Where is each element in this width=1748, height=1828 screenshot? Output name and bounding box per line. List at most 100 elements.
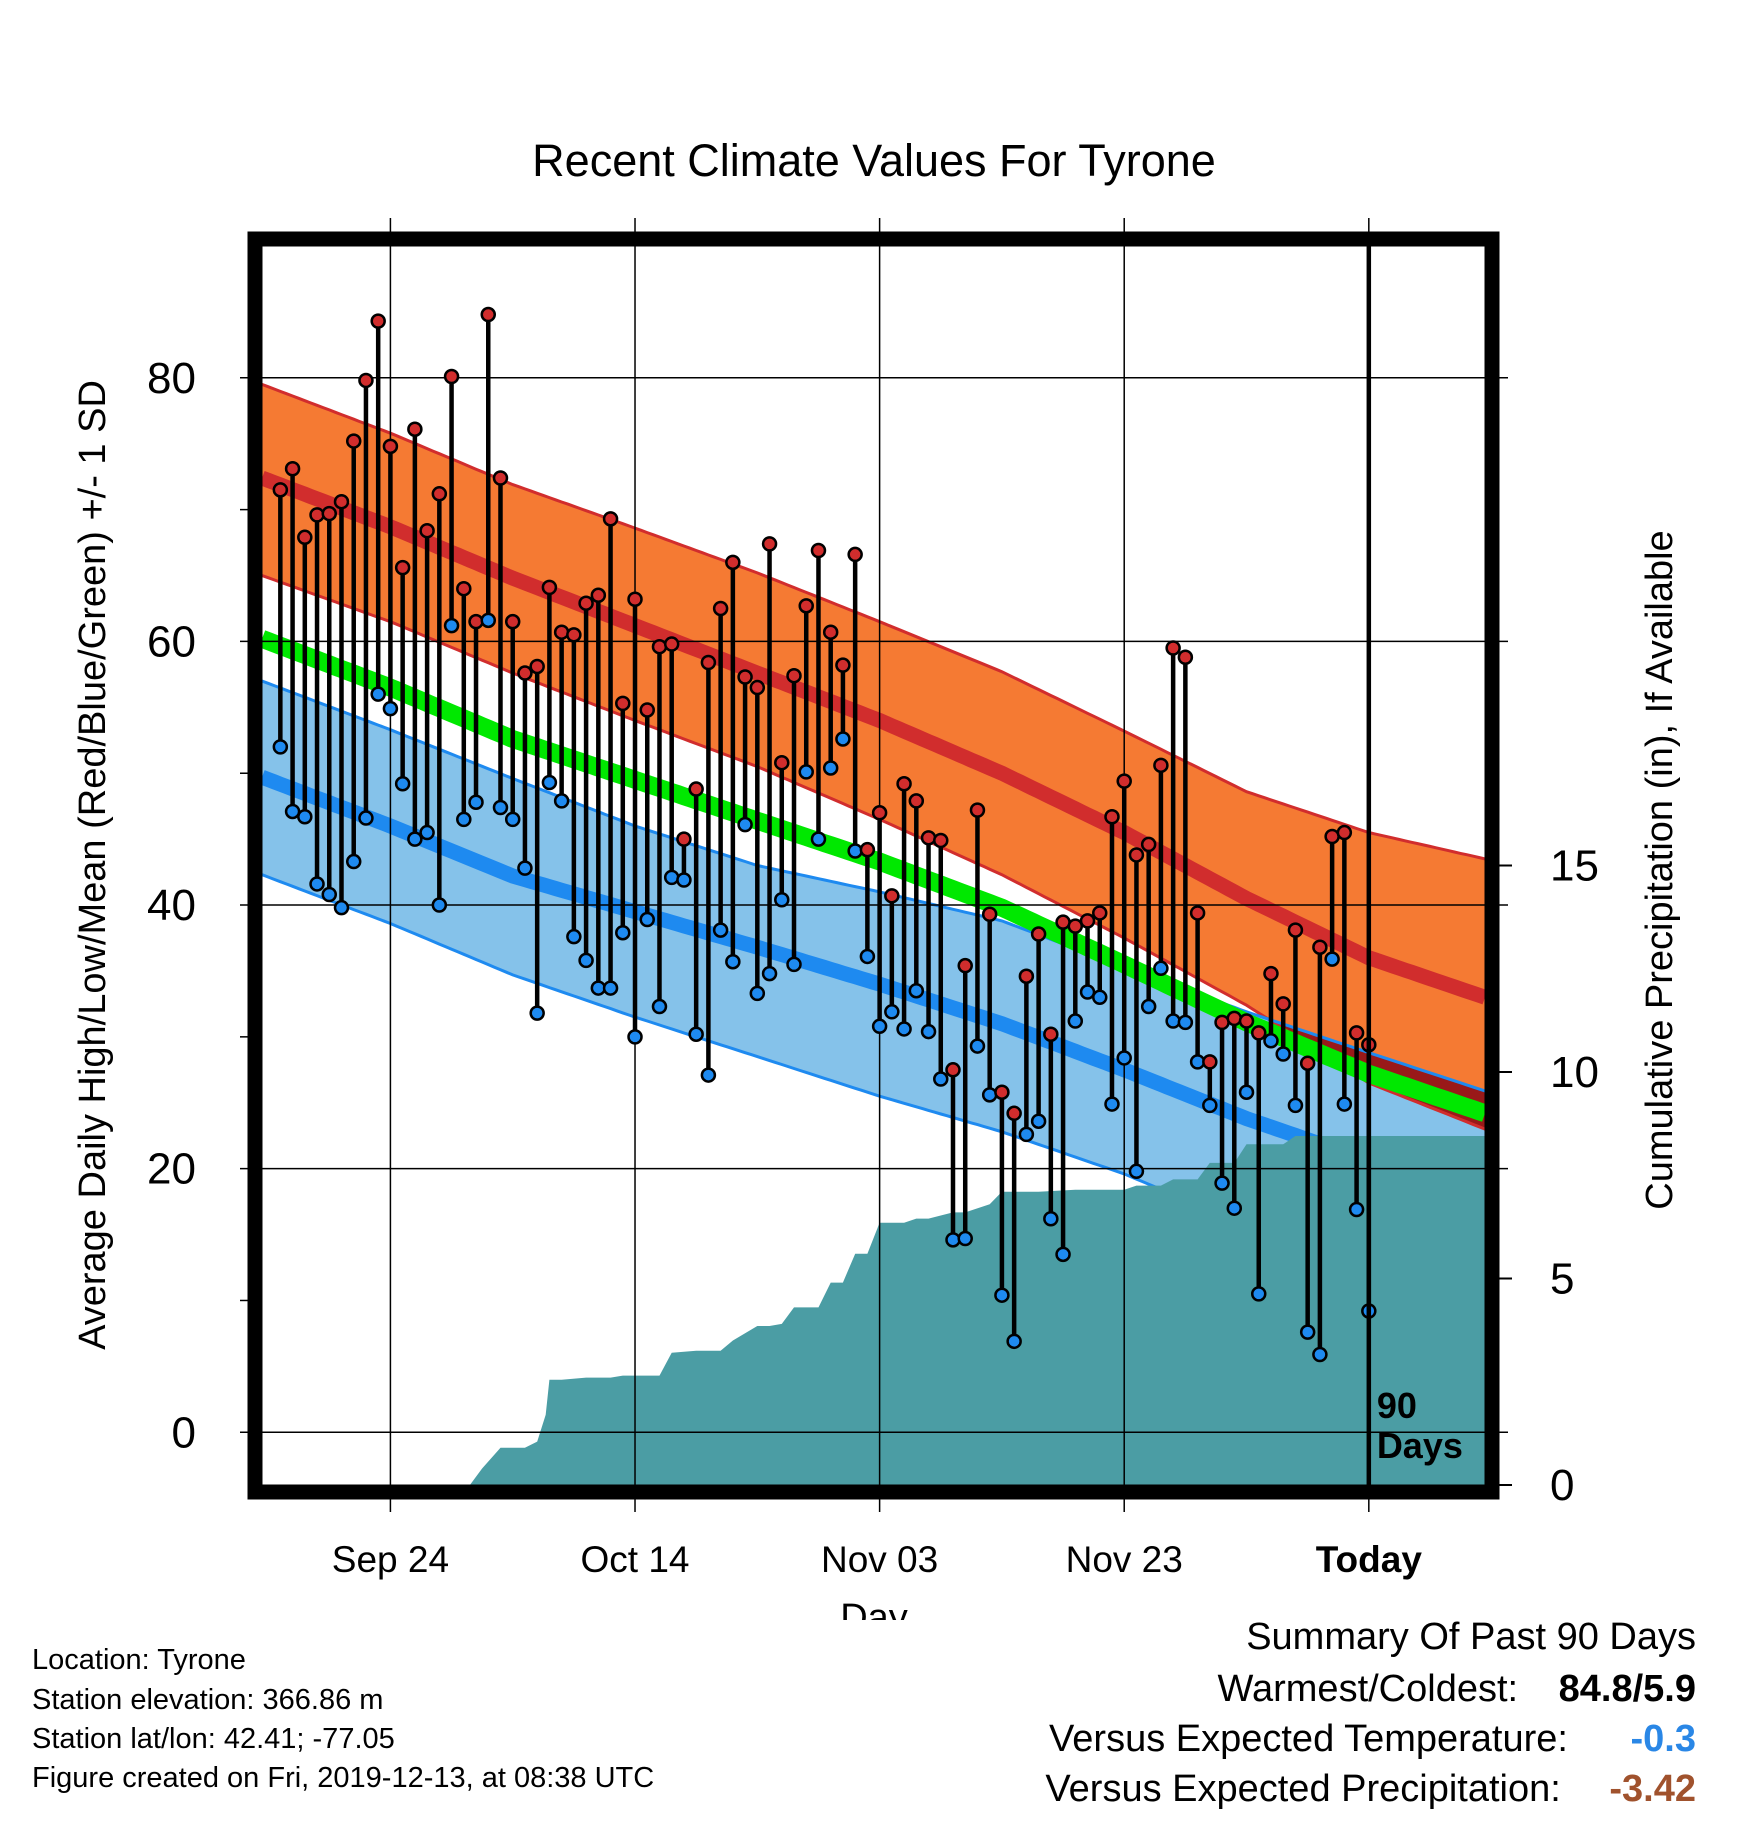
daily-high-marker xyxy=(933,832,949,849)
daily-low-marker xyxy=(810,831,827,847)
daily-high-marker xyxy=(394,559,411,576)
daily-high-marker xyxy=(553,624,570,640)
daily-low-marker xyxy=(578,952,594,969)
daily-low-marker xyxy=(602,980,619,996)
daily-low-marker xyxy=(969,1038,986,1054)
daily-high-marker xyxy=(358,372,374,389)
daily-high-marker xyxy=(725,554,741,571)
daily-high-marker xyxy=(859,841,876,858)
summary-warmest: Warmest/Coldest: 84.8/5.9 xyxy=(1218,1670,1696,1708)
y-tick-label: 0 xyxy=(172,1408,196,1457)
daily-low-marker xyxy=(1238,1084,1255,1100)
daily-low-marker xyxy=(1030,1113,1047,1129)
daily-low-marker xyxy=(309,876,325,892)
daily-high-marker xyxy=(431,486,448,502)
daily-high-marker xyxy=(663,636,680,652)
daily-high-marker xyxy=(1275,996,1291,1012)
daily-high-marker xyxy=(761,536,778,552)
daily-high-marker xyxy=(541,579,558,596)
latlon-text: Station lat/lon: 42.41; -77.05 xyxy=(32,1723,395,1755)
created-text: Figure created on Fri, 2019-12-13, at 08… xyxy=(32,1762,655,1794)
warmest-label: Warmest/Coldest: xyxy=(1217,1668,1519,1710)
daily-low-marker xyxy=(688,1026,704,1042)
daily-high-marker xyxy=(468,613,484,630)
daily-low-marker xyxy=(407,831,423,847)
daily-low-marker xyxy=(358,810,374,826)
daily-high-marker xyxy=(1006,1105,1022,1122)
daily-low-marker xyxy=(1312,1346,1328,1363)
daily-high-marker xyxy=(639,702,655,718)
y2-tick-label: 15 xyxy=(1550,842,1599,891)
daily-low-marker xyxy=(725,953,741,970)
chart-title: Recent Climate Values For Tyrone xyxy=(532,135,1216,186)
location-text: Location: Tyrone xyxy=(32,1644,246,1676)
daily-high-marker xyxy=(981,906,998,923)
daily-low-marker xyxy=(884,1004,900,1020)
precip-label: Versus Expected Precipitation: xyxy=(1045,1768,1561,1810)
normal-bands xyxy=(262,382,1485,1485)
daily-high-marker xyxy=(1238,1013,1255,1029)
daily-low-marker xyxy=(761,965,778,982)
daily-high-marker xyxy=(272,482,289,498)
daily-low-marker xyxy=(456,811,472,828)
daily-low-marker xyxy=(431,897,448,913)
daily-low-marker xyxy=(1177,1014,1194,1031)
daily-high-marker xyxy=(1104,808,1120,825)
daily-high-marker xyxy=(517,665,533,681)
daily-low-marker xyxy=(297,808,313,825)
daily-high-marker xyxy=(688,781,704,797)
daily-high-marker xyxy=(737,669,753,685)
today-label-days: 90 xyxy=(1377,1385,1417,1426)
daily-low-marker xyxy=(896,1021,912,1037)
daily-low-marker xyxy=(981,1087,998,1103)
high-normal-line xyxy=(262,470,1485,1005)
daily-high-marker xyxy=(871,805,888,821)
daily-high-marker xyxy=(1018,968,1035,984)
daily-high-marker xyxy=(1092,905,1108,921)
daily-observations xyxy=(272,306,1377,1363)
daily-high-marker xyxy=(578,595,594,611)
daily-low-marker xyxy=(639,911,655,928)
daily-low-marker xyxy=(382,700,399,717)
daily-high-marker xyxy=(749,679,766,696)
daily-high-marker xyxy=(847,546,863,563)
daily-low-marker xyxy=(1006,1333,1022,1350)
daily-low-marker xyxy=(627,1029,643,1045)
daily-low-marker xyxy=(321,886,338,903)
daily-low-marker xyxy=(394,776,411,792)
daily-low-marker xyxy=(847,843,863,859)
daily-low-marker xyxy=(284,803,301,820)
daily-high-marker xyxy=(676,831,692,847)
daily-low-marker xyxy=(1079,984,1096,1000)
daily-low-marker xyxy=(835,731,851,747)
x-tick-label: Today xyxy=(1316,1539,1423,1580)
daily-high-marker xyxy=(456,580,472,597)
daily-high-marker xyxy=(1165,640,1181,656)
daily-high-marker xyxy=(504,613,521,630)
temp-value: -0.3 xyxy=(1630,1718,1696,1760)
daily-low-marker xyxy=(786,956,802,973)
daily-high-marker xyxy=(602,511,619,527)
high-sd-band xyxy=(262,384,1485,1130)
daily-high-marker xyxy=(1067,918,1084,934)
daily-low-marker xyxy=(504,811,521,828)
daily-low-marker xyxy=(676,872,692,888)
daily-low-marker xyxy=(1324,951,1340,967)
daily-high-marker xyxy=(774,754,790,771)
daily-low-marker xyxy=(933,1071,949,1087)
daily-low-marker xyxy=(541,774,558,791)
y-tick-label: 80 xyxy=(147,354,196,403)
daily-low-marker xyxy=(1043,1210,1059,1227)
daily-high-marker xyxy=(492,470,509,486)
daily-high-marker xyxy=(835,657,851,673)
daily-low-marker xyxy=(1348,1201,1365,1218)
daily-low-marker xyxy=(700,1067,717,1083)
daily-high-marker xyxy=(700,654,717,671)
daily-high-marker xyxy=(627,591,643,607)
daily-high-marker xyxy=(945,1062,961,1078)
daily-high-marker xyxy=(1128,847,1145,863)
daily-high-marker xyxy=(480,306,497,323)
daily-high-marker xyxy=(333,493,350,510)
y2-axis-label: Cumulative Precipitation (in), If Availa… xyxy=(1639,530,1681,1209)
